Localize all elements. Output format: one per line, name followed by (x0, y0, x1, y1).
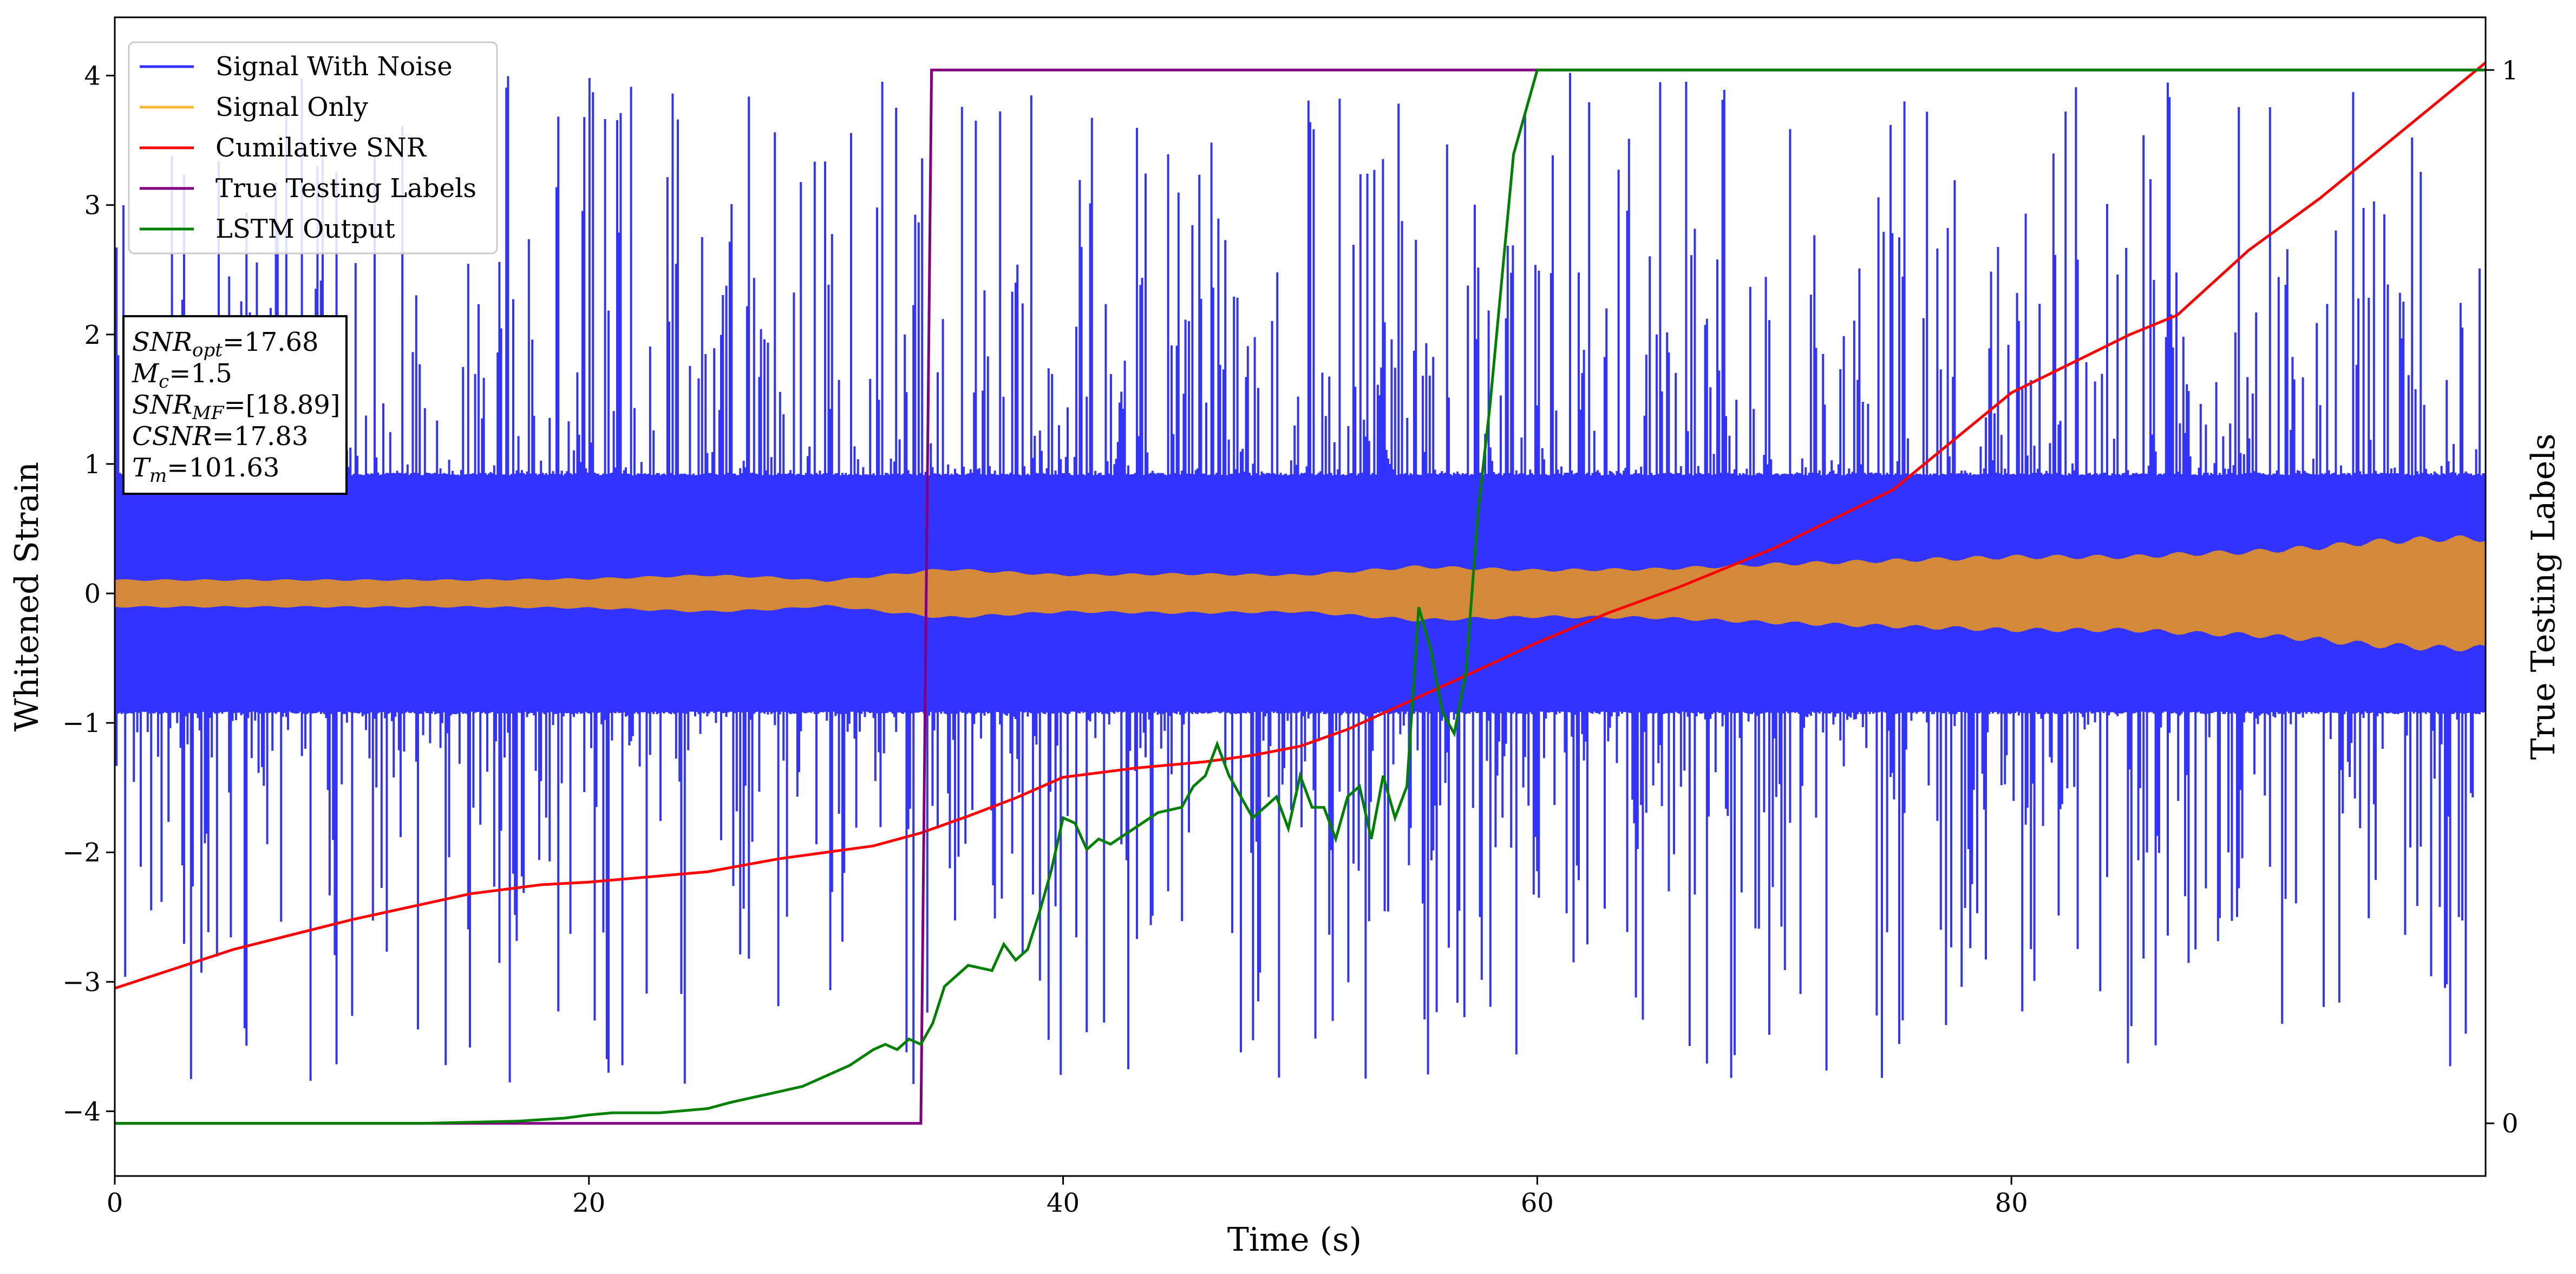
y-tick-label: −2 (62, 838, 101, 868)
y2-tick-label: 0 (2502, 1109, 2519, 1139)
annotation-line: Mc=1.5 (132, 358, 232, 393)
y-tick-label: 0 (84, 579, 101, 609)
y-tick-label: −1 (62, 708, 101, 739)
x-tick-label: 0 (107, 1188, 123, 1218)
y-tick-label: 4 (84, 61, 101, 92)
y2-axis-title: True Testing Labels (2525, 434, 2562, 760)
y-axis-right: 01 (2486, 55, 2519, 1139)
lstm-output-line (115, 68, 2486, 1125)
signal-only-band (115, 535, 2486, 652)
plot-frame (114, 16, 2487, 1177)
legend-label: True Testing Labels (215, 173, 476, 204)
legend: Signal With Noise Signal Only Cumilative S… (128, 41, 498, 254)
x-tick-label: 20 (572, 1188, 605, 1218)
legend-label: Signal With Noise (215, 51, 453, 82)
annotation-line: SNRMF=[18.89] (132, 390, 341, 424)
y-axis-left: −4 −3 −2 −1 0 1 2 3 4 (62, 61, 115, 1127)
x-axis-title: Time (s) (1227, 1221, 1362, 1259)
y-tick-label: −4 (62, 1096, 101, 1127)
annotation-box (122, 315, 348, 495)
y-axis-title: Whitened Strain (8, 462, 46, 731)
legend-box (128, 41, 498, 254)
annotation-line: CSNR=17.83 (132, 421, 308, 452)
y-tick-label: 1 (84, 449, 101, 480)
x-axis: 0 20 40 60 80 (107, 1176, 2028, 1218)
y-tick-label: 2 (84, 320, 101, 350)
annotation-line: Tm=101.63 (132, 453, 279, 487)
y-tick-label: −3 (62, 967, 101, 997)
cumilative-snr-line (115, 61, 2486, 990)
legend-label: Signal Only (215, 92, 368, 122)
x-tick-label: 60 (1521, 1188, 1554, 1218)
x-tick-label: 80 (1995, 1188, 2028, 1218)
annotation-line: SNRopt=17.68 (132, 327, 319, 361)
legend-label: Cumilative SNR (215, 133, 427, 163)
parameters-annotation: SNRopt=17.68Mc=1.5SNRMF=[18.89]CSNR=17.8… (122, 315, 348, 495)
legend-label: LSTM Output (215, 214, 395, 244)
y-tick-label: 3 (84, 191, 101, 221)
y2-tick-label: 1 (2502, 55, 2519, 86)
x-tick-label: 40 (1047, 1188, 1080, 1218)
plot-area (115, 61, 2486, 1125)
